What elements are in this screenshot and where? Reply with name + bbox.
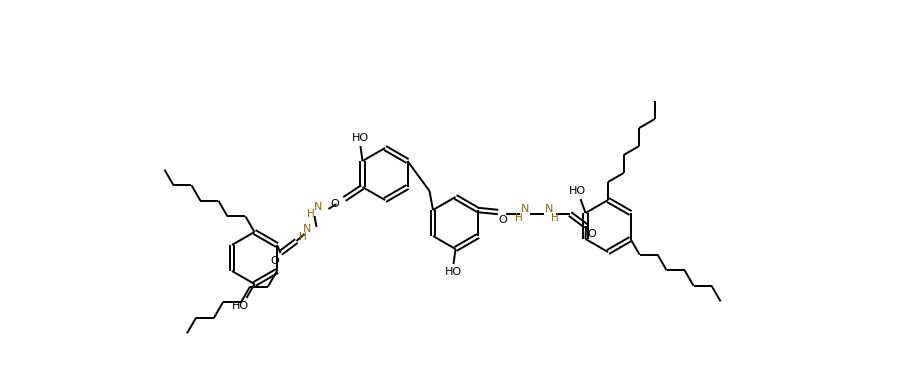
Text: H: H — [306, 209, 314, 219]
Text: N: N — [314, 202, 323, 212]
Text: H: H — [551, 213, 559, 223]
Text: N: N — [304, 224, 312, 234]
Text: HO: HO — [232, 301, 249, 311]
Text: HO: HO — [569, 186, 586, 196]
Text: H: H — [299, 232, 306, 242]
Text: HO: HO — [445, 267, 462, 277]
Text: O: O — [270, 256, 279, 266]
Text: HO: HO — [352, 133, 369, 143]
Text: H: H — [516, 213, 523, 223]
Text: O: O — [498, 215, 507, 225]
Text: N: N — [545, 204, 554, 214]
Text: O: O — [330, 199, 339, 209]
Text: O: O — [588, 229, 596, 239]
Text: N: N — [521, 204, 529, 214]
